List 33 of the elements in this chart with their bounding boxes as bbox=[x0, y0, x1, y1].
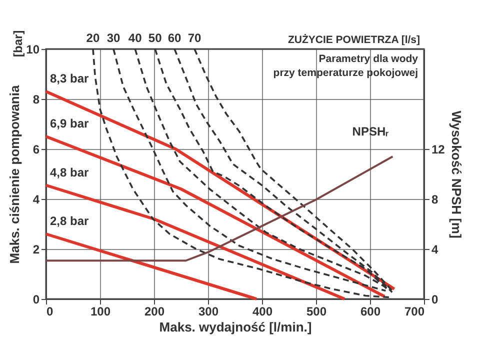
series-label: 8,3 bar bbox=[50, 72, 90, 86]
y2-axis-title: Wysokość NPSH [m] bbox=[448, 110, 464, 238]
series-label: 70 bbox=[188, 31, 202, 45]
y-tick-label: 0 bbox=[32, 292, 40, 306]
x-tick-label: 0 bbox=[46, 304, 54, 318]
series-label: 50 bbox=[148, 31, 162, 45]
x-tick-label: 500 bbox=[306, 304, 327, 318]
y2-tick-label: 8 bbox=[432, 192, 438, 206]
x-tick-label: 100 bbox=[90, 304, 111, 318]
x-tick-label: 700 bbox=[404, 304, 425, 318]
x-tick-label: 300 bbox=[198, 304, 219, 318]
y2-tick-label: 4 bbox=[432, 242, 438, 256]
series-label: 60 bbox=[168, 31, 182, 45]
y2-tick-label: 12 bbox=[432, 142, 446, 156]
y-tick-label: 2 bbox=[32, 242, 40, 256]
x-tick-label: 600 bbox=[360, 304, 381, 318]
series-label: 6,9 bar bbox=[50, 116, 90, 130]
x-tick-label: 200 bbox=[144, 304, 165, 318]
series-label: 4,8 bar bbox=[50, 165, 90, 180]
y-tick-label: 4 bbox=[32, 192, 40, 206]
text: ZUŻYCIE POWIETRZA [l/s] bbox=[288, 34, 420, 46]
y-tick-label: 10 bbox=[26, 42, 40, 56]
y-axis-title: Maks. ciśnienie pompowania bbox=[7, 84, 22, 264]
y2-tick-label: 0 bbox=[432, 292, 438, 306]
x-tick-label: 400 bbox=[252, 304, 273, 318]
text: [bar] bbox=[11, 30, 25, 57]
series-label: 40 bbox=[128, 31, 142, 45]
series-label: 2,8 bar bbox=[50, 214, 90, 228]
series-label: 30 bbox=[106, 31, 120, 45]
series-label: 20 bbox=[86, 31, 100, 45]
y-tick-label: 8 bbox=[32, 92, 40, 106]
y-tick-label: 6 bbox=[32, 142, 40, 156]
x-axis-title: Maks. wydajność [l/min.] bbox=[159, 320, 312, 334]
